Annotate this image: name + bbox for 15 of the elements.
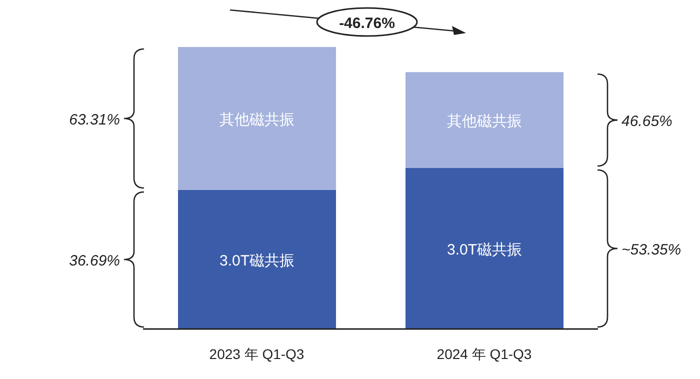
text: ~53.35%	[622, 241, 682, 258]
bar	[178, 190, 336, 329]
x-tick-label: 2024 年 Q1-Q3	[436, 346, 532, 362]
text: 46.65%	[622, 113, 672, 130]
text: 3.0T磁共振	[446, 241, 522, 258]
series-label: 3.0T磁共振	[219, 252, 295, 270]
bar	[406, 72, 564, 168]
text: 其他磁共振	[220, 111, 294, 128]
text: 63.31%	[69, 111, 120, 128]
bar	[178, 47, 336, 190]
bar	[406, 168, 564, 329]
text: 36.69%	[69, 252, 120, 270]
series-label: 其他磁共振	[447, 113, 522, 130]
x-tick-label: 2023 年 Q1-Q3	[209, 346, 304, 362]
text: -46.76%	[339, 15, 395, 32]
